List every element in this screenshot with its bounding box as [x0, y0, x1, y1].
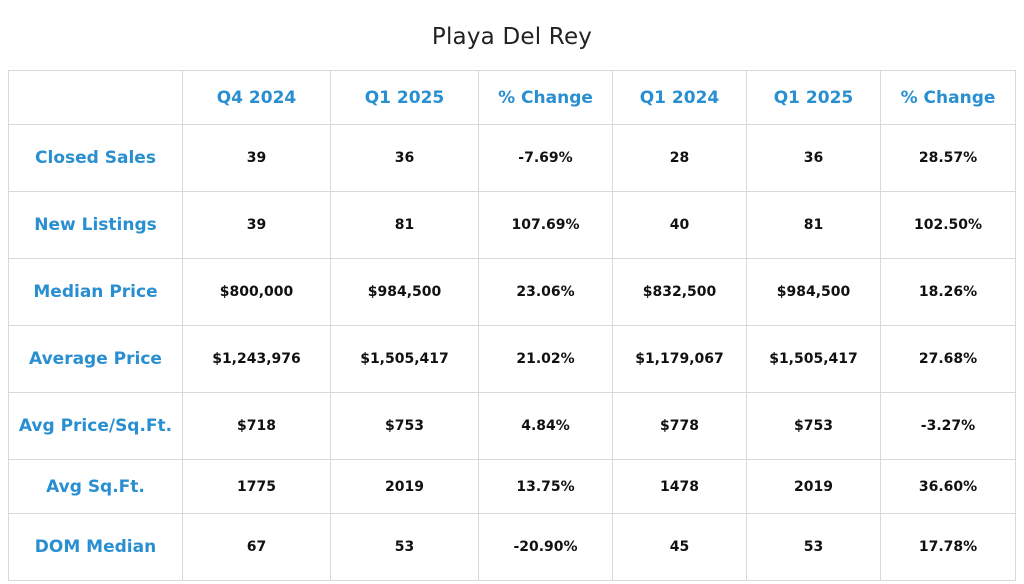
table-cell: 81 [330, 191, 479, 259]
column-header: % Change [478, 70, 613, 125]
table-cell: 1775 [182, 459, 331, 514]
table-header-row: Q4 2024 Q1 2025 % Change Q1 2024 Q1 2025… [8, 70, 1016, 125]
table-cell: $1,243,976 [182, 325, 331, 393]
table-row: Median Price $800,000 $984,500 23.06% $8… [8, 258, 1016, 326]
row-label: New Listings [8, 191, 183, 259]
table-cell: 45 [612, 513, 747, 581]
table-cell: 23.06% [478, 258, 613, 326]
row-label: Avg Sq.Ft. [8, 459, 183, 514]
table-cell: 36 [746, 124, 881, 192]
table-cell: 39 [182, 124, 331, 192]
table-cell: $753 [330, 392, 479, 460]
table-cell: $1,505,417 [330, 325, 479, 393]
table-row: DOM Median 67 53 -20.90% 45 53 17.78% [8, 513, 1016, 581]
table-cell: 21.02% [478, 325, 613, 393]
row-label: Median Price [8, 258, 183, 326]
table-row: Average Price $1,243,976 $1,505,417 21.0… [8, 325, 1016, 393]
table-cell: $778 [612, 392, 747, 460]
table-cell: 18.26% [880, 258, 1016, 326]
table-cell: 67 [182, 513, 331, 581]
table-cell: 2019 [330, 459, 479, 514]
table-cell: 2019 [746, 459, 881, 514]
table-cell: 39 [182, 191, 331, 259]
table-cell: 53 [746, 513, 881, 581]
stats-table: Q4 2024 Q1 2025 % Change Q1 2024 Q1 2025… [8, 70, 1016, 581]
table-row: Avg Price/Sq.Ft. $718 $753 4.84% $778 $7… [8, 392, 1016, 460]
table-cell: 17.78% [880, 513, 1016, 581]
table-cell: 4.84% [478, 392, 613, 460]
table-cell: -20.90% [478, 513, 613, 581]
table-cell: $832,500 [612, 258, 747, 326]
column-header: Q1 2025 [746, 70, 881, 125]
table-cell: 1478 [612, 459, 747, 514]
column-header: Q1 2025 [330, 70, 479, 125]
table-cell: -7.69% [478, 124, 613, 192]
row-label: DOM Median [8, 513, 183, 581]
row-label: Closed Sales [8, 124, 183, 192]
table-cell: 36 [330, 124, 479, 192]
table-cell: 36.60% [880, 459, 1016, 514]
table-cell: $753 [746, 392, 881, 460]
table-cell: 40 [612, 191, 747, 259]
table-cell: -3.27% [880, 392, 1016, 460]
table-cell: 102.50% [880, 191, 1016, 259]
table-cell: 28.57% [880, 124, 1016, 192]
table-cell: $984,500 [330, 258, 479, 326]
row-label: Avg Price/Sq.Ft. [8, 392, 183, 460]
table-cell: $1,505,417 [746, 325, 881, 393]
table-cell: 107.69% [478, 191, 613, 259]
chart-title: Playa Del Rey [431, 24, 593, 50]
column-header: % Change [880, 70, 1016, 125]
table-cell: $984,500 [746, 258, 881, 326]
column-header: Q4 2024 [182, 70, 331, 125]
table-row: Closed Sales 39 36 -7.69% 28 36 28.57% [8, 124, 1016, 192]
table-row: Avg Sq.Ft. 1775 2019 13.75% 1478 2019 36… [8, 459, 1016, 514]
table-row: New Listings 39 81 107.69% 40 81 102.50% [8, 191, 1016, 259]
table-cell: 28 [612, 124, 747, 192]
table-cell: $800,000 [182, 258, 331, 326]
table-cell: $718 [182, 392, 331, 460]
table-cell: $1,179,067 [612, 325, 747, 393]
table-cell: 13.75% [478, 459, 613, 514]
table-cell: 81 [746, 191, 881, 259]
row-label: Average Price [8, 325, 183, 393]
table-cell: 53 [330, 513, 479, 581]
column-header: Q1 2024 [612, 70, 747, 125]
table-cell: 27.68% [880, 325, 1016, 393]
header-corner-cell [8, 70, 183, 125]
